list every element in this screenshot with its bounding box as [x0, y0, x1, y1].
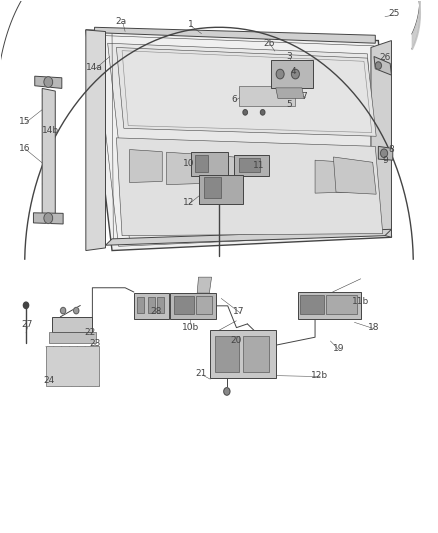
Polygon shape [157, 297, 164, 313]
Text: 14b: 14b [42, 126, 60, 135]
Polygon shape [137, 297, 144, 313]
Circle shape [23, 302, 28, 309]
Text: 20: 20 [231, 336, 242, 345]
Text: 24: 24 [43, 376, 54, 385]
Polygon shape [204, 177, 221, 198]
Polygon shape [95, 27, 375, 43]
Polygon shape [86, 30, 106, 251]
Polygon shape [52, 317, 92, 332]
Polygon shape [130, 150, 162, 182]
Text: 9: 9 [382, 156, 388, 165]
Circle shape [276, 69, 284, 79]
Polygon shape [60, 305, 81, 317]
Circle shape [60, 308, 66, 314]
Polygon shape [195, 155, 208, 172]
Text: 21: 21 [196, 369, 207, 378]
Text: 17: 17 [233, 307, 244, 316]
Text: 15: 15 [19, 117, 31, 126]
Polygon shape [35, 76, 62, 88]
Polygon shape [173, 296, 194, 314]
Polygon shape [108, 43, 378, 240]
Polygon shape [234, 155, 269, 176]
Polygon shape [134, 293, 169, 319]
Polygon shape [272, 60, 313, 88]
Polygon shape [300, 295, 324, 314]
Text: 26: 26 [379, 53, 391, 62]
Text: 18: 18 [368, 323, 380, 332]
Polygon shape [170, 293, 216, 319]
Polygon shape [166, 152, 199, 184]
Polygon shape [297, 292, 361, 319]
Text: 6: 6 [231, 94, 237, 103]
Text: 4: 4 [290, 68, 296, 76]
Polygon shape [219, 321, 237, 330]
Polygon shape [378, 147, 393, 160]
Polygon shape [315, 160, 348, 193]
Polygon shape [326, 295, 357, 314]
Polygon shape [239, 86, 295, 106]
Text: 2a: 2a [115, 18, 126, 27]
Text: 12: 12 [183, 198, 194, 207]
Polygon shape [215, 336, 239, 372]
Circle shape [44, 213, 53, 223]
Text: 28: 28 [150, 307, 161, 316]
Text: 25: 25 [388, 10, 399, 19]
Text: 10b: 10b [182, 323, 199, 332]
Text: 19: 19 [333, 344, 345, 353]
Text: 8: 8 [389, 145, 394, 154]
Text: 2b: 2b [264, 39, 275, 48]
Polygon shape [243, 336, 269, 372]
Text: 3: 3 [286, 52, 292, 61]
Circle shape [224, 387, 230, 395]
Polygon shape [332, 279, 361, 292]
Polygon shape [371, 41, 392, 237]
Circle shape [74, 308, 79, 314]
Circle shape [381, 149, 388, 158]
Text: 11: 11 [253, 161, 264, 170]
Polygon shape [239, 158, 261, 172]
Circle shape [243, 110, 247, 115]
Text: 27: 27 [21, 320, 32, 329]
Polygon shape [46, 346, 99, 386]
Polygon shape [276, 88, 304, 99]
Polygon shape [374, 56, 392, 75]
Text: 12b: 12b [311, 371, 328, 380]
Polygon shape [199, 174, 243, 204]
Circle shape [375, 62, 381, 69]
Text: 10: 10 [183, 159, 194, 168]
Polygon shape [33, 213, 63, 224]
Polygon shape [86, 30, 392, 251]
Polygon shape [117, 138, 383, 236]
Text: 5: 5 [286, 100, 292, 109]
Text: 1: 1 [188, 20, 194, 29]
Polygon shape [210, 330, 276, 378]
Text: 7: 7 [301, 92, 307, 101]
Polygon shape [42, 88, 55, 221]
Polygon shape [333, 157, 376, 194]
Polygon shape [204, 155, 234, 187]
Text: 23: 23 [89, 339, 100, 348]
Circle shape [291, 69, 299, 79]
Text: 11b: 11b [352, 296, 370, 305]
Polygon shape [106, 229, 392, 245]
Polygon shape [196, 296, 212, 314]
Text: 14a: 14a [86, 63, 103, 71]
Text: 22: 22 [85, 328, 96, 337]
Circle shape [44, 77, 53, 87]
Polygon shape [49, 332, 96, 343]
Polygon shape [117, 47, 376, 136]
Circle shape [261, 110, 265, 115]
Polygon shape [191, 152, 228, 176]
Polygon shape [197, 277, 212, 293]
Text: 16: 16 [19, 144, 31, 153]
Polygon shape [148, 297, 155, 313]
